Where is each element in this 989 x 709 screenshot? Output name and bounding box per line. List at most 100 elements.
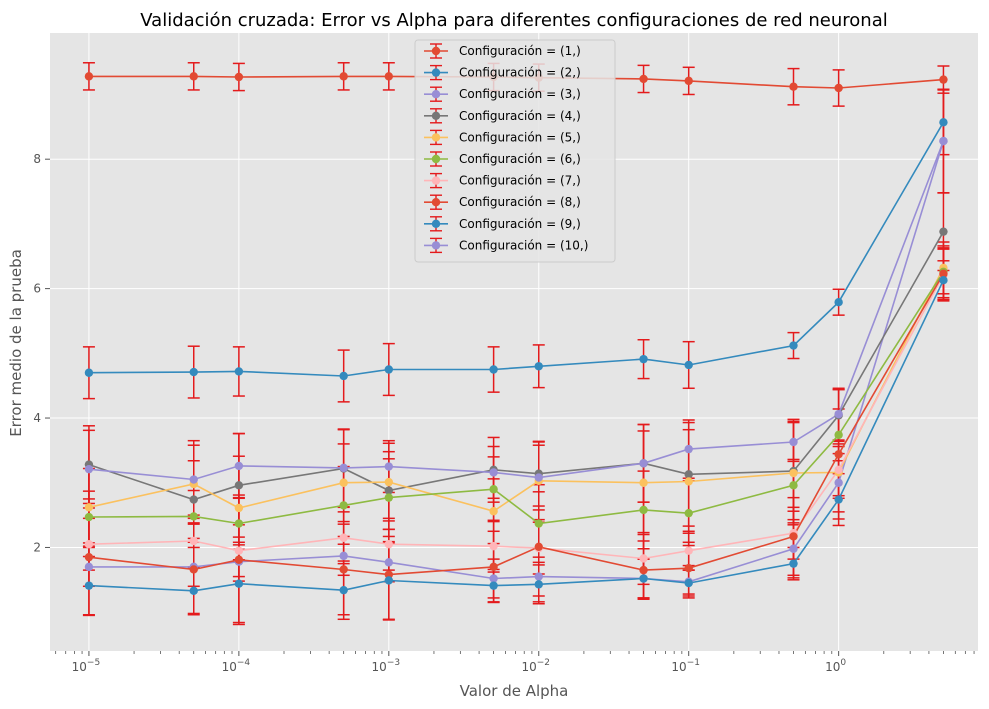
data-point-6 bbox=[834, 430, 843, 440]
data-point-6 bbox=[84, 512, 94, 522]
legend-marker bbox=[431, 46, 441, 56]
data-point-8 bbox=[834, 450, 843, 459]
data-point-10 bbox=[939, 136, 948, 146]
data-point-7 bbox=[684, 546, 693, 555]
data-point-2 bbox=[189, 367, 198, 377]
data-point-5 bbox=[384, 477, 394, 487]
series-line-3 bbox=[88, 140, 945, 583]
data-point-8 bbox=[939, 269, 948, 278]
data-point-2 bbox=[489, 365, 498, 374]
legend-marker bbox=[431, 219, 441, 228]
data-point-10 bbox=[84, 464, 94, 474]
data-point-7 bbox=[489, 541, 498, 551]
data-point-10 bbox=[534, 473, 543, 482]
series-line-8 bbox=[88, 273, 945, 576]
legend-label: Configuración = (1,) bbox=[459, 44, 581, 58]
data-point-2 bbox=[234, 367, 244, 376]
legend-label: Configuración = (2,) bbox=[459, 66, 581, 80]
data-point-2 bbox=[939, 118, 948, 127]
data-point-8 bbox=[384, 570, 394, 579]
legend-marker bbox=[431, 90, 441, 99]
series-line-6 bbox=[88, 271, 945, 525]
data-point-9 bbox=[384, 576, 394, 585]
data-point-10 bbox=[639, 459, 648, 468]
data-point-8 bbox=[189, 565, 198, 574]
data-point-9 bbox=[789, 559, 798, 568]
data-point-5 bbox=[234, 503, 244, 513]
data-point-9 bbox=[534, 580, 543, 589]
legend: Configuración = (1,) Configuración = (2,)… bbox=[414, 39, 616, 263]
data-point-5 bbox=[684, 477, 693, 486]
data-point-8 bbox=[339, 565, 348, 574]
data-point-9 bbox=[489, 581, 498, 590]
data-point-6 bbox=[489, 485, 498, 494]
chart-title: Validación cruzada: Error vs Alpha para … bbox=[140, 10, 888, 31]
legend-marker bbox=[431, 68, 441, 77]
data-point-3 bbox=[789, 544, 798, 553]
data-point-4 bbox=[684, 470, 693, 479]
data-point-6 bbox=[534, 519, 543, 528]
data-point-6 bbox=[789, 481, 798, 490]
data-point-1 bbox=[639, 74, 648, 84]
data-point-10 bbox=[684, 444, 693, 454]
data-point-1 bbox=[189, 72, 198, 81]
data-point-6 bbox=[684, 508, 693, 518]
data-point-7 bbox=[234, 546, 244, 555]
data-point-10 bbox=[834, 409, 843, 419]
data-point-8 bbox=[534, 542, 543, 552]
series-line-5 bbox=[88, 267, 945, 513]
series-line-4 bbox=[88, 231, 945, 501]
data-point-9 bbox=[684, 578, 693, 588]
data-point-5 bbox=[84, 503, 94, 512]
data-point-3 bbox=[489, 574, 498, 583]
data-point-5 bbox=[339, 478, 348, 487]
legend-label: Configuración = (6,) bbox=[459, 152, 581, 166]
y-axis-label: Error medio de la prueba bbox=[7, 249, 25, 437]
data-point-5 bbox=[789, 468, 798, 478]
legend-marker bbox=[431, 154, 441, 164]
data-point-8 bbox=[234, 555, 244, 564]
series-line-2 bbox=[88, 121, 945, 377]
series-line-10 bbox=[88, 140, 945, 481]
data-point-2 bbox=[339, 371, 348, 381]
data-point-6 bbox=[189, 512, 198, 521]
data-point-6 bbox=[339, 501, 348, 510]
y-tick-label: 6 bbox=[33, 282, 41, 296]
data-point-7 bbox=[339, 533, 348, 542]
data-point-4 bbox=[234, 481, 244, 490]
legend-label: Configuración = (5,) bbox=[459, 130, 581, 144]
y-tick-label: 2 bbox=[33, 540, 41, 554]
data-point-1 bbox=[339, 72, 348, 81]
data-point-10 bbox=[234, 461, 244, 471]
data-point-2 bbox=[639, 354, 648, 364]
data-point-6 bbox=[234, 519, 244, 528]
data-point-6 bbox=[384, 493, 394, 502]
data-point-1 bbox=[384, 72, 394, 81]
legend-label: Configuración = (10,) bbox=[459, 238, 588, 252]
data-point-7 bbox=[639, 554, 648, 563]
data-point-3 bbox=[384, 558, 394, 567]
data-point-5 bbox=[489, 507, 498, 516]
data-point-1 bbox=[84, 72, 94, 81]
data-point-6 bbox=[639, 505, 648, 515]
legend-marker bbox=[431, 176, 441, 185]
data-point-5 bbox=[639, 478, 648, 487]
y-tick-label: 4 bbox=[33, 411, 41, 425]
data-point-1 bbox=[834, 83, 843, 93]
data-point-4 bbox=[384, 486, 394, 495]
legend-marker bbox=[431, 111, 441, 121]
data-point-9 bbox=[234, 579, 244, 588]
y-tick-label: 8 bbox=[33, 152, 41, 166]
data-point-1 bbox=[939, 75, 948, 84]
data-point-2 bbox=[834, 298, 843, 307]
data-point-8 bbox=[684, 563, 693, 573]
data-point-4 bbox=[939, 227, 948, 236]
data-point-10 bbox=[339, 463, 348, 473]
data-point-8 bbox=[789, 532, 798, 541]
data-point-8 bbox=[489, 562, 498, 572]
legend-label: Configuración = (9,) bbox=[459, 217, 581, 231]
data-point-3 bbox=[339, 551, 348, 561]
data-point-9 bbox=[339, 585, 348, 595]
legend-marker bbox=[431, 133, 441, 142]
